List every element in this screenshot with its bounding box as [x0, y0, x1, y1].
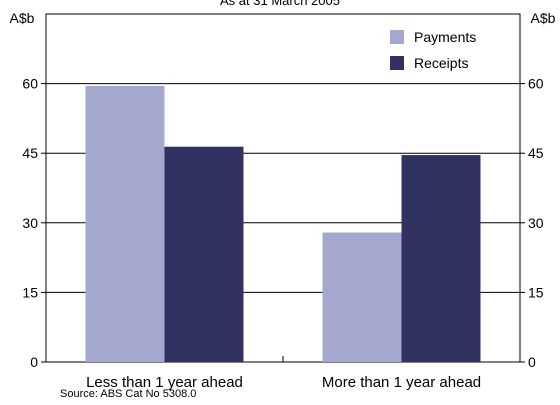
bar-receipts-2: [401, 155, 481, 362]
y-tick-label-right: 30: [528, 215, 544, 231]
legend-swatch-payments: [390, 30, 404, 44]
y-tick-label-left: 30: [22, 215, 38, 231]
y-tick-label-left: 15: [22, 284, 38, 300]
y-tick-label-right: 15: [528, 284, 544, 300]
legend-swatch-receipts: [390, 56, 404, 70]
y-tick-label-left: 0: [30, 354, 38, 370]
bar-payments-2: [322, 232, 402, 362]
y-tick-label-right: 0: [528, 354, 536, 370]
y-tick-label-right: 60: [528, 76, 544, 92]
source-note: Source: ABS Cat No 5308.0: [60, 388, 197, 400]
y-tick-label-right: 45: [528, 145, 544, 161]
y-axis-label-left: A$b: [10, 10, 35, 26]
bar-payments-1: [85, 85, 165, 363]
legend-label-payments: Payments: [414, 29, 476, 45]
legend-label-receipts: Receipts: [414, 55, 468, 71]
x-tick-label: More than 1 year ahead: [322, 374, 481, 391]
chart-title: As at 31 March 2005: [220, 0, 340, 8]
y-tick-label-left: 45: [22, 145, 38, 161]
bar-receipts-1: [164, 146, 244, 362]
y-axis-label-right: A$b: [531, 10, 556, 26]
y-tick-label-left: 60: [22, 76, 38, 92]
x-tick-label: Less than 1 year ahead: [86, 374, 243, 391]
